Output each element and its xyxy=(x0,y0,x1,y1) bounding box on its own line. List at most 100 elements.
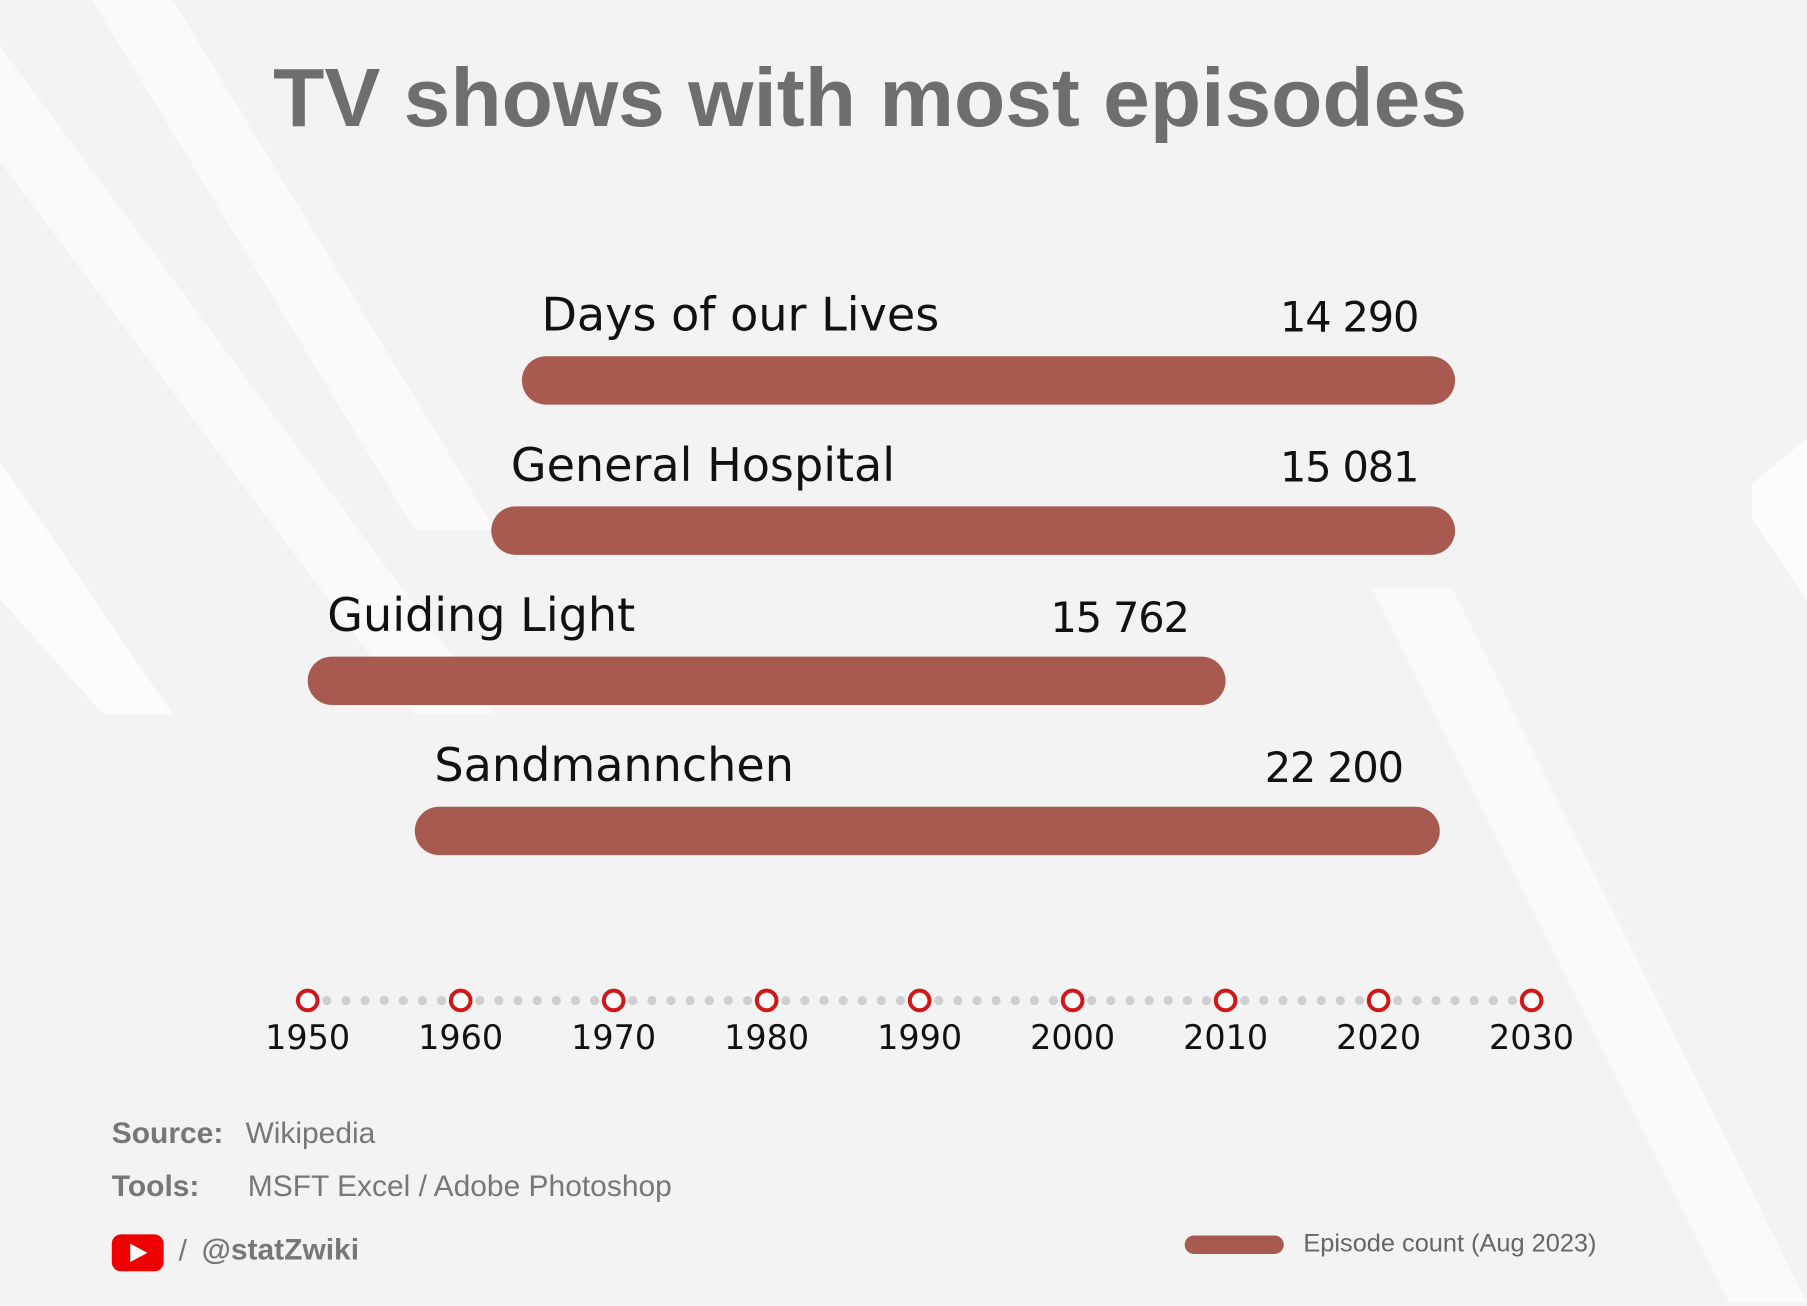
axis-dot xyxy=(628,995,638,1006)
legend-label: Episode count (Aug 2023) xyxy=(1303,1229,1596,1257)
x-tick-label: 2010 xyxy=(1183,1018,1268,1057)
axis-dot xyxy=(1316,995,1326,1006)
axis-dot xyxy=(1431,995,1441,1006)
tick-mark xyxy=(754,988,779,1013)
bar-label: Days of our Lives xyxy=(541,288,939,342)
axis-dot xyxy=(1488,995,1498,1006)
axis-dot xyxy=(991,995,1001,1006)
axis-dot xyxy=(838,995,848,1006)
axis-dot xyxy=(800,995,810,1006)
tick-mark xyxy=(448,988,473,1013)
x-tick-label: 1960 xyxy=(418,1018,503,1057)
tick-mark xyxy=(295,988,320,1013)
tick-mark xyxy=(1366,988,1391,1013)
tick-mark xyxy=(601,988,626,1013)
axis-dot xyxy=(360,995,370,1006)
axis-dot xyxy=(1259,995,1269,1006)
axis-dot xyxy=(781,995,791,1006)
stripe xyxy=(1751,438,1807,600)
tools: MSFT Excel / Adobe Photoshop xyxy=(248,1170,672,1203)
axis-dot xyxy=(1450,995,1460,1006)
axis-dot xyxy=(379,995,389,1006)
handle: @statZwiki xyxy=(202,1234,359,1267)
tools-label: Tools: xyxy=(112,1170,200,1203)
axis-dot xyxy=(1507,995,1518,1006)
stripe xyxy=(0,46,496,715)
axis-dot xyxy=(589,995,600,1006)
axis-dot xyxy=(1201,995,1212,1006)
axis-dot xyxy=(341,995,351,1006)
tick-mark xyxy=(907,988,932,1013)
x-tick-label: 2020 xyxy=(1336,1018,1421,1057)
axis-dot xyxy=(322,995,332,1006)
axis-dot xyxy=(1297,995,1307,1006)
bar-label: Sandmannchen xyxy=(434,738,794,792)
axis-dot xyxy=(1010,995,1020,1006)
axis-dot xyxy=(666,995,676,1006)
x-tick-label: 2000 xyxy=(1030,1018,1115,1057)
separator: / xyxy=(179,1235,188,1268)
value-label: 15 081 xyxy=(1280,443,1418,492)
axis-dot xyxy=(685,995,695,1006)
source: Wikipedia xyxy=(245,1117,375,1150)
axis-dot xyxy=(1048,995,1059,1006)
legend-swatch xyxy=(1184,1235,1284,1254)
axis-dot xyxy=(857,995,867,1006)
axis-dot xyxy=(742,995,753,1006)
youtube-play xyxy=(130,1243,148,1263)
axis-dot xyxy=(953,995,963,1006)
axis-dot xyxy=(1144,995,1154,1006)
stripe xyxy=(1371,587,1807,1303)
axis-dot xyxy=(1240,995,1250,1006)
stripe xyxy=(92,0,496,531)
axis-dot xyxy=(417,995,428,1006)
axis-dot xyxy=(494,995,504,1006)
axis-dot xyxy=(934,995,944,1006)
axis-dot xyxy=(1412,995,1422,1006)
axis-dot xyxy=(895,995,906,1006)
axis-dot xyxy=(1278,995,1288,1006)
axis-dot xyxy=(475,995,485,1006)
bar xyxy=(491,506,1456,555)
value-label: 22 200 xyxy=(1265,743,1403,792)
axis-dot xyxy=(647,995,657,1006)
axis-dot xyxy=(513,995,523,1006)
axis-dot xyxy=(1029,995,1039,1006)
tick-mark xyxy=(1060,988,1085,1013)
axis-dot xyxy=(398,995,408,1006)
axis-dot xyxy=(1106,995,1116,1006)
axis-dot xyxy=(1163,995,1173,1006)
x-tick-label: 1950 xyxy=(265,1018,350,1057)
axis-dot xyxy=(1087,995,1097,1006)
axis-dot xyxy=(1335,995,1345,1006)
bar xyxy=(414,806,1440,856)
bar-label: General Hospital xyxy=(511,438,895,492)
axis-dot xyxy=(723,995,734,1006)
bar-label: Guiding Light xyxy=(327,588,635,642)
tick-mark xyxy=(1519,988,1544,1013)
value-label: 14 290 xyxy=(1280,293,1418,342)
axis-dot xyxy=(1182,995,1192,1006)
axis-dot xyxy=(1125,995,1135,1006)
axis-dot xyxy=(551,995,561,1006)
tick-mark xyxy=(1213,988,1238,1013)
x-tick-label: 1970 xyxy=(571,1018,656,1057)
axis-dot xyxy=(1469,995,1479,1006)
axis-dot xyxy=(532,995,542,1006)
chart-title: TV shows with most episodes xyxy=(273,51,1467,144)
source-label: Source: xyxy=(112,1117,224,1150)
x-tick-label: 1980 xyxy=(724,1018,809,1057)
axis-dot xyxy=(570,995,581,1006)
axis-dot xyxy=(1393,995,1403,1006)
x-tick-label: 1990 xyxy=(877,1018,962,1057)
axis-dot xyxy=(704,995,714,1006)
axis-dot xyxy=(819,995,829,1006)
bar xyxy=(521,356,1456,405)
x-tick-label: 2030 xyxy=(1489,1018,1574,1057)
axis-dot xyxy=(876,995,886,1006)
bar xyxy=(307,656,1226,705)
axis-dot xyxy=(1354,995,1365,1006)
axis-dot xyxy=(436,995,447,1006)
